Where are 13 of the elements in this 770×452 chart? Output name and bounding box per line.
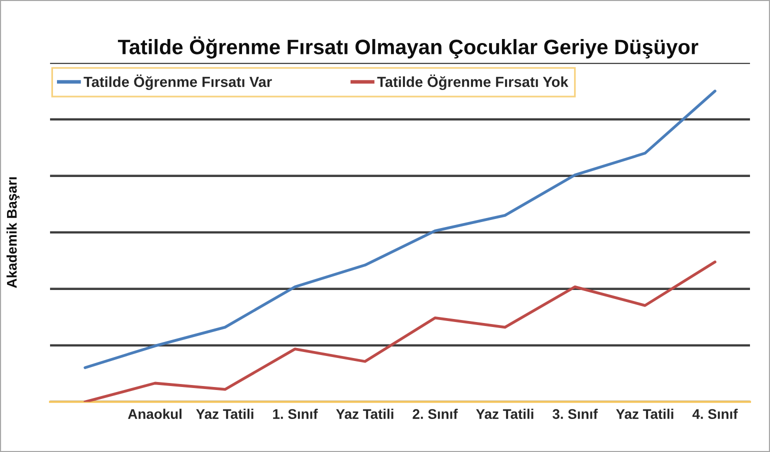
x-tick-label: 3. Sınıf [552, 408, 598, 419]
x-tick-label: 4. Sınıf [692, 408, 738, 419]
x-tick-label: 1. Sınıf [273, 408, 318, 419]
legend-label: Tatilde Öğrenme Fırsatı Yok [377, 74, 568, 90]
x-tick-label: Yaz Tatili [336, 408, 394, 419]
y-axis-title: Akademik Başarı [6, 177, 20, 288]
x-tick-label: Anaokul [128, 408, 182, 419]
legend-label: Tatilde Öğrenme Fırsatı Var [84, 74, 272, 90]
x-tick-label: 2. Sınıf [412, 408, 458, 419]
x-tick-label: Yaz Tatili [196, 408, 254, 419]
x-tick-label: Yaz Tatili [476, 408, 534, 419]
x-tick-label: Yaz Tatili [616, 408, 674, 419]
chart-title: Tatilde Öğrenme Fırsatı Olmayan Çocuklar Geriye Düşüyor [118, 36, 698, 59]
